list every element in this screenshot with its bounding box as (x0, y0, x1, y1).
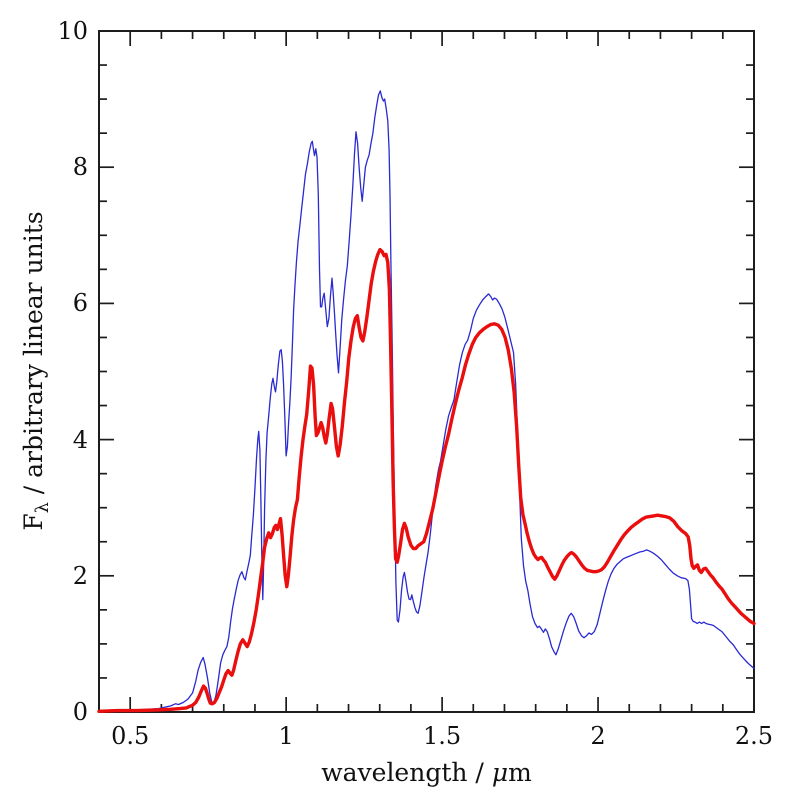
thick-red-spectrum-line (97, 247, 756, 713)
y-tick-label: 10 (57, 17, 88, 45)
y-tick-label: 4 (72, 425, 88, 454)
y-axis-title-f: F (19, 513, 48, 531)
plot-frame (98, 30, 755, 713)
x-tick-label: 2.5 (734, 722, 774, 750)
x-tick-label: 1.5 (423, 722, 462, 750)
y-axis-title: Fλ / arbitrary linear units (19, 211, 53, 530)
x-axis-title-text: wavelength / (321, 758, 492, 787)
thin-blue-spectrum-line (98, 90, 755, 712)
y-tick-label: 2 (72, 561, 88, 590)
x-tick-label: 0.5 (111, 722, 150, 750)
x-axis-title-unit: m (508, 758, 532, 787)
x-tick-label: 2 (590, 722, 606, 750)
y-tick-label: 0 (72, 698, 88, 726)
y-axis-title-text: / arbitrary linear units (19, 211, 48, 503)
mu-symbol: μ (491, 758, 509, 787)
lambda-subscript: λ (33, 502, 53, 514)
x-axis-title: wavelength / μm (99, 758, 754, 787)
y-tick-label: 6 (72, 289, 88, 318)
x-tick-label: 1 (278, 722, 294, 750)
y-tick-label: 8 (72, 153, 88, 182)
